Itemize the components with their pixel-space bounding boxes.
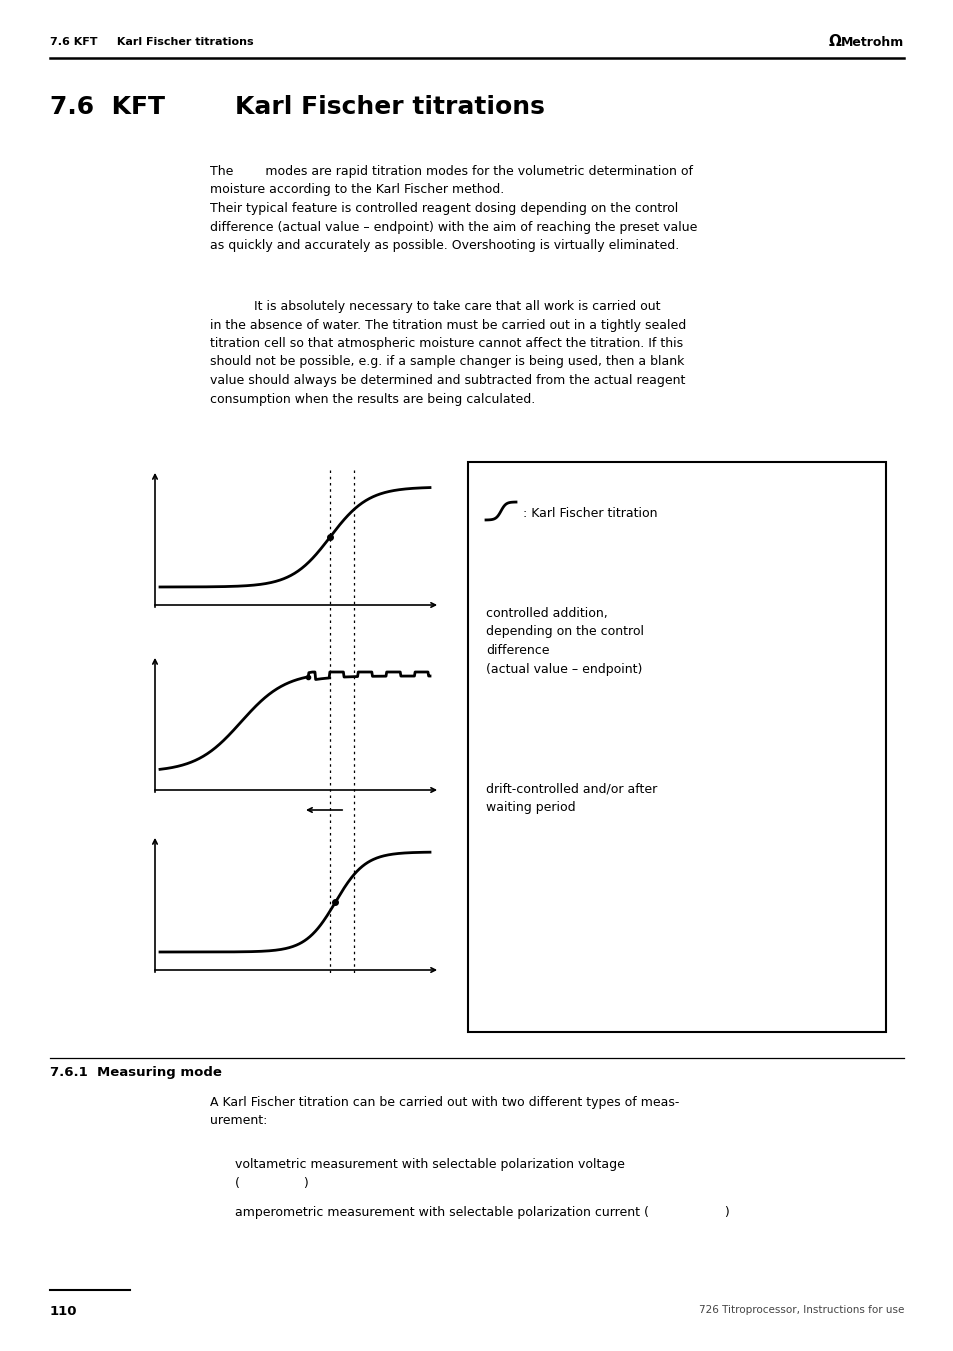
Text: Ω: Ω [828, 35, 841, 50]
Text: : Karl Fischer titration: : Karl Fischer titration [522, 507, 657, 520]
Bar [468, 462, 885, 1032]
Text: voltametric measurement with selectable polarization voltage
(                ): voltametric measurement with selectable … [234, 1158, 624, 1189]
Text: controlled addition,
depending on the control
difference
(actual value – endpoin: controlled addition, depending on the co… [485, 607, 643, 676]
Text: Metrohm: Metrohm [840, 35, 903, 49]
Text: amperometric measurement with selectable polarization current (                 : amperometric measurement with selectable… [234, 1206, 729, 1219]
Text: drift-controlled and/or after
waiting period: drift-controlled and/or after waiting pe… [485, 782, 657, 813]
Text: 7.6.1  Measuring mode: 7.6.1 Measuring mode [50, 1066, 222, 1079]
Text: 726 Titroprocessor, Instructions for use: 726 Titroprocessor, Instructions for use [698, 1305, 903, 1315]
Text: 7.6  KFT        Karl Fischer titrations: 7.6 KFT Karl Fischer titrations [50, 95, 544, 119]
Text: 7.6 KFT     Karl Fischer titrations: 7.6 KFT Karl Fischer titrations [50, 36, 253, 47]
Text: The        modes are rapid titration modes for the volumetric determination of
m: The modes are rapid titration modes for … [210, 165, 697, 253]
Text: It is absolutely necessary to take care that all work is carried out
in the abse: It is absolutely necessary to take care … [210, 300, 685, 405]
Text: A Karl Fischer titration can be carried out with two different types of meas-
ur: A Karl Fischer titration can be carried … [210, 1096, 679, 1128]
Text: 110: 110 [50, 1305, 77, 1319]
